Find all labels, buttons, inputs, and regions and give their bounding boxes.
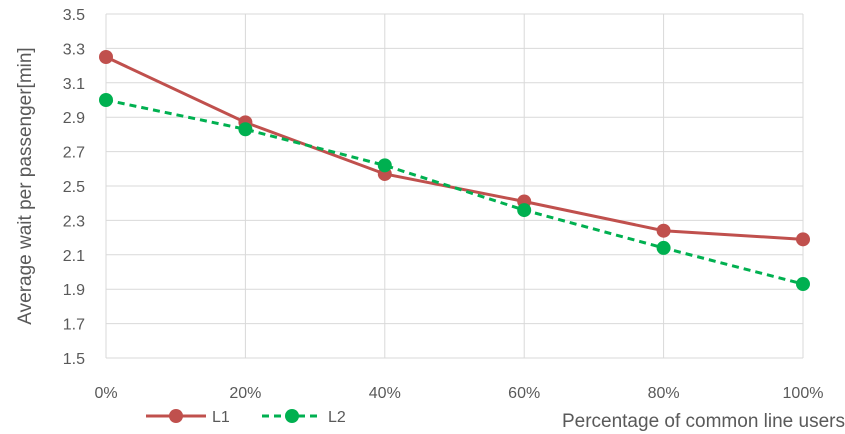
y-tick-label: 2.9 (63, 110, 85, 127)
legend-marker-l2 (285, 409, 299, 423)
x-axis-title: Percentage of common line users (562, 411, 845, 432)
x-tick-label: 40% (369, 385, 401, 402)
y-tick-label: 3.1 (63, 76, 85, 93)
y-tick-label: 3.5 (63, 7, 85, 24)
series-point-l1 (796, 232, 810, 247)
y-tick-label: 3.3 (63, 41, 85, 58)
y-tick-label: 2.7 (63, 145, 85, 162)
x-tick-label: 80% (648, 385, 680, 402)
x-tick-label: 60% (508, 385, 540, 402)
series-line-l2 (105, 98, 804, 286)
series-point-l1 (656, 223, 671, 238)
x-axis-tick-labels: 0% 20% 40% 60% 80% 100% (94, 385, 823, 402)
y-tick-label: 2.1 (63, 248, 85, 265)
series-point-l2 (238, 122, 253, 137)
series-point-l2 (99, 93, 113, 107)
y-axis-tick-labels: 1.5 1.7 1.9 2.1 2.3 2.5 2.7 2.9 3.1 3.3 3.5 (63, 7, 85, 368)
series-point-l2 (796, 277, 810, 292)
y-tick-label: 1.5 (63, 351, 85, 368)
y-tick-label: 2.3 (63, 213, 85, 230)
series-line-l1 (105, 55, 804, 241)
series-point-l2 (377, 158, 392, 173)
legend: L1 L2 (146, 409, 346, 426)
series-point-l2 (656, 240, 671, 255)
legend-label-l1: L1 (212, 409, 230, 426)
series-point-l2 (517, 203, 532, 218)
legend-marker-l1 (169, 409, 183, 423)
y-tick-label: 1.7 (63, 317, 85, 334)
legend-label-l2: L2 (328, 409, 346, 426)
x-tick-label: 20% (229, 385, 261, 402)
series-point-l1 (99, 50, 113, 64)
series-group (99, 50, 810, 292)
x-tick-label: 100% (783, 385, 824, 402)
y-axis-title: Average wait per passenger[min] (15, 47, 36, 324)
gridlines (105, 13, 804, 359)
x-tick-label: 0% (94, 385, 117, 402)
y-tick-label: 2.5 (63, 179, 85, 196)
y-tick-label: 1.9 (63, 282, 85, 299)
